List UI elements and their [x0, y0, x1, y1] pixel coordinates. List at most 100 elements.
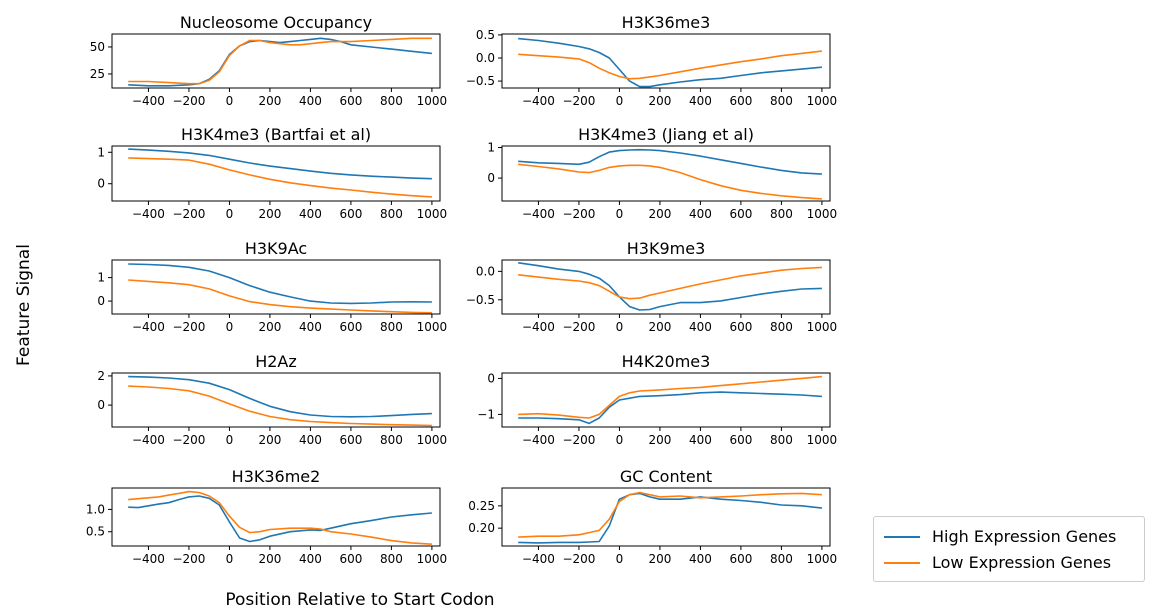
x-tick-label: 800	[380, 552, 403, 566]
axes-frame	[111, 372, 441, 428]
x-tick-label: 200	[648, 320, 671, 334]
y-tick-label: 0	[487, 171, 495, 185]
y-tick-label: 1	[97, 145, 105, 159]
x-tick-label: 800	[770, 433, 793, 447]
y-tick-label: −1	[477, 407, 495, 421]
x-tick-label: 400	[299, 433, 322, 447]
x-tick-label: −400	[522, 433, 555, 447]
x-tick-label: 400	[299, 552, 322, 566]
x-tick-label: 600	[729, 433, 752, 447]
x-tick-label: 400	[689, 207, 712, 221]
subplot-title: H3K36me3	[622, 13, 711, 32]
series-line-high	[518, 262, 822, 311]
x-tick-label: 600	[339, 552, 362, 566]
x-tick-label: 1000	[807, 433, 838, 447]
series-line-low	[128, 490, 432, 545]
y-tick-label: 50	[90, 40, 105, 54]
x-tick-label: 1000	[417, 433, 448, 447]
x-tick-label: −400	[132, 207, 165, 221]
x-tick-label: 1000	[417, 320, 448, 334]
x-tick-label: 0	[226, 552, 234, 566]
series-line-high	[518, 391, 822, 425]
subplot-7: H2Az −400 −200 0 200 400 600 800 1000 2 0	[97, 352, 447, 447]
y-tick-label: 0.5	[476, 28, 495, 42]
axes-frame	[111, 259, 441, 315]
x-tick-label: −200	[562, 207, 595, 221]
x-tick-label: 0	[616, 320, 624, 334]
x-tick-label: 200	[648, 552, 671, 566]
x-tick-label: 600	[729, 552, 752, 566]
y-tick-label: −0.5	[466, 74, 495, 88]
x-tick-label: 800	[770, 320, 793, 334]
x-tick-label: 200	[648, 207, 671, 221]
y-tick-label: 1.0	[86, 502, 105, 516]
x-tick-label: 200	[258, 207, 281, 221]
x-tick-label: 800	[380, 94, 403, 108]
series-line-low	[128, 157, 432, 198]
axes-frame	[501, 372, 831, 428]
x-tick-label: 400	[689, 433, 712, 447]
series-line-low	[128, 385, 432, 427]
x-tick-label: 400	[299, 320, 322, 334]
x-tick-label: 400	[689, 94, 712, 108]
x-tick-label: 0	[226, 433, 234, 447]
x-tick-label: −200	[172, 207, 205, 221]
x-tick-label: 600	[729, 320, 752, 334]
y-tick-label: 0	[97, 294, 105, 308]
axes-frame	[111, 487, 441, 547]
x-tick-label: 600	[339, 320, 362, 334]
x-tick-label: 800	[770, 207, 793, 221]
x-tick-label: 800	[380, 207, 403, 221]
subplot-title: H3K4me3 (Bartfai et al)	[181, 125, 371, 144]
x-tick-label: 600	[339, 94, 362, 108]
series-line-high	[128, 495, 432, 543]
y-tick-label: 0	[487, 371, 495, 385]
series-line-low	[518, 491, 822, 538]
series-line-low	[518, 50, 822, 80]
y-tick-label: 1	[97, 271, 105, 285]
x-tick-label: −400	[522, 552, 555, 566]
subplot-title: H2Az	[255, 352, 297, 371]
y-tick-label: 0	[97, 398, 105, 412]
subplot-6: H3K9me3 −400 −200 0 200 400 600 800 1000 0.0 −0.5	[466, 239, 837, 334]
x-tick-label: 0	[616, 552, 624, 566]
x-tick-label: −400	[132, 552, 165, 566]
series-line-high	[518, 37, 822, 88]
legend-label-high: High Expression Genes	[932, 527, 1117, 546]
x-tick-label: 800	[770, 94, 793, 108]
axes-frame	[501, 33, 831, 89]
x-tick-label: 800	[770, 552, 793, 566]
subplot-9: H3K36me2 −400 −200 0 200 400 600 800 1000 1.0 0.5	[86, 467, 447, 566]
subplot-3: H3K4me3 (Bartfai et al) −400 −200 0 200 400 60…	[97, 125, 447, 221]
x-tick-label: 0	[616, 433, 624, 447]
figure-ylabel: Feature Signal	[6, 175, 42, 435]
figure-ylabel-text: Feature Signal	[14, 244, 34, 366]
x-tick-label: 0	[226, 94, 234, 108]
subplot-title: GC Content	[620, 467, 712, 486]
x-tick-label: −400	[522, 207, 555, 221]
x-tick-label: −200	[172, 320, 205, 334]
y-tick-label: 0.5	[86, 525, 105, 539]
x-tick-label: 1000	[417, 552, 448, 566]
subplot-title: H4K20me3	[622, 352, 711, 371]
series-line-high	[128, 263, 432, 305]
legend-label-low: Low Expression Genes	[932, 553, 1112, 572]
series-line-high	[128, 375, 432, 418]
legend-swatch-high	[884, 536, 920, 538]
y-tick-label: 2	[97, 369, 105, 383]
series-line-low	[128, 279, 432, 314]
x-tick-label: 200	[258, 320, 281, 334]
x-tick-label: 200	[648, 433, 671, 447]
x-tick-label: 400	[689, 320, 712, 334]
subplot-10: GC Content −400 −200 0 200 400 600 800 1000 0.25 0…	[468, 467, 837, 566]
subplot-title: H3K4me3 (Jiang et al)	[578, 125, 754, 144]
subplot-2: H3K36me3 −400 −200 0 200 400 600 800 1000 0.5 0.0 −…	[466, 13, 837, 108]
x-tick-label: −200	[562, 320, 595, 334]
subplot-5: H3K9Ac −400 −200 0 200 400 600 800 1000 1 0	[97, 239, 447, 334]
x-tick-label: 600	[729, 94, 752, 108]
figure-xlabel: Position Relative to Start Codon	[225, 590, 495, 610]
series-line-high	[128, 148, 432, 180]
series-line-high	[518, 148, 822, 175]
x-tick-label: −200	[172, 552, 205, 566]
axes-frame	[501, 259, 831, 315]
